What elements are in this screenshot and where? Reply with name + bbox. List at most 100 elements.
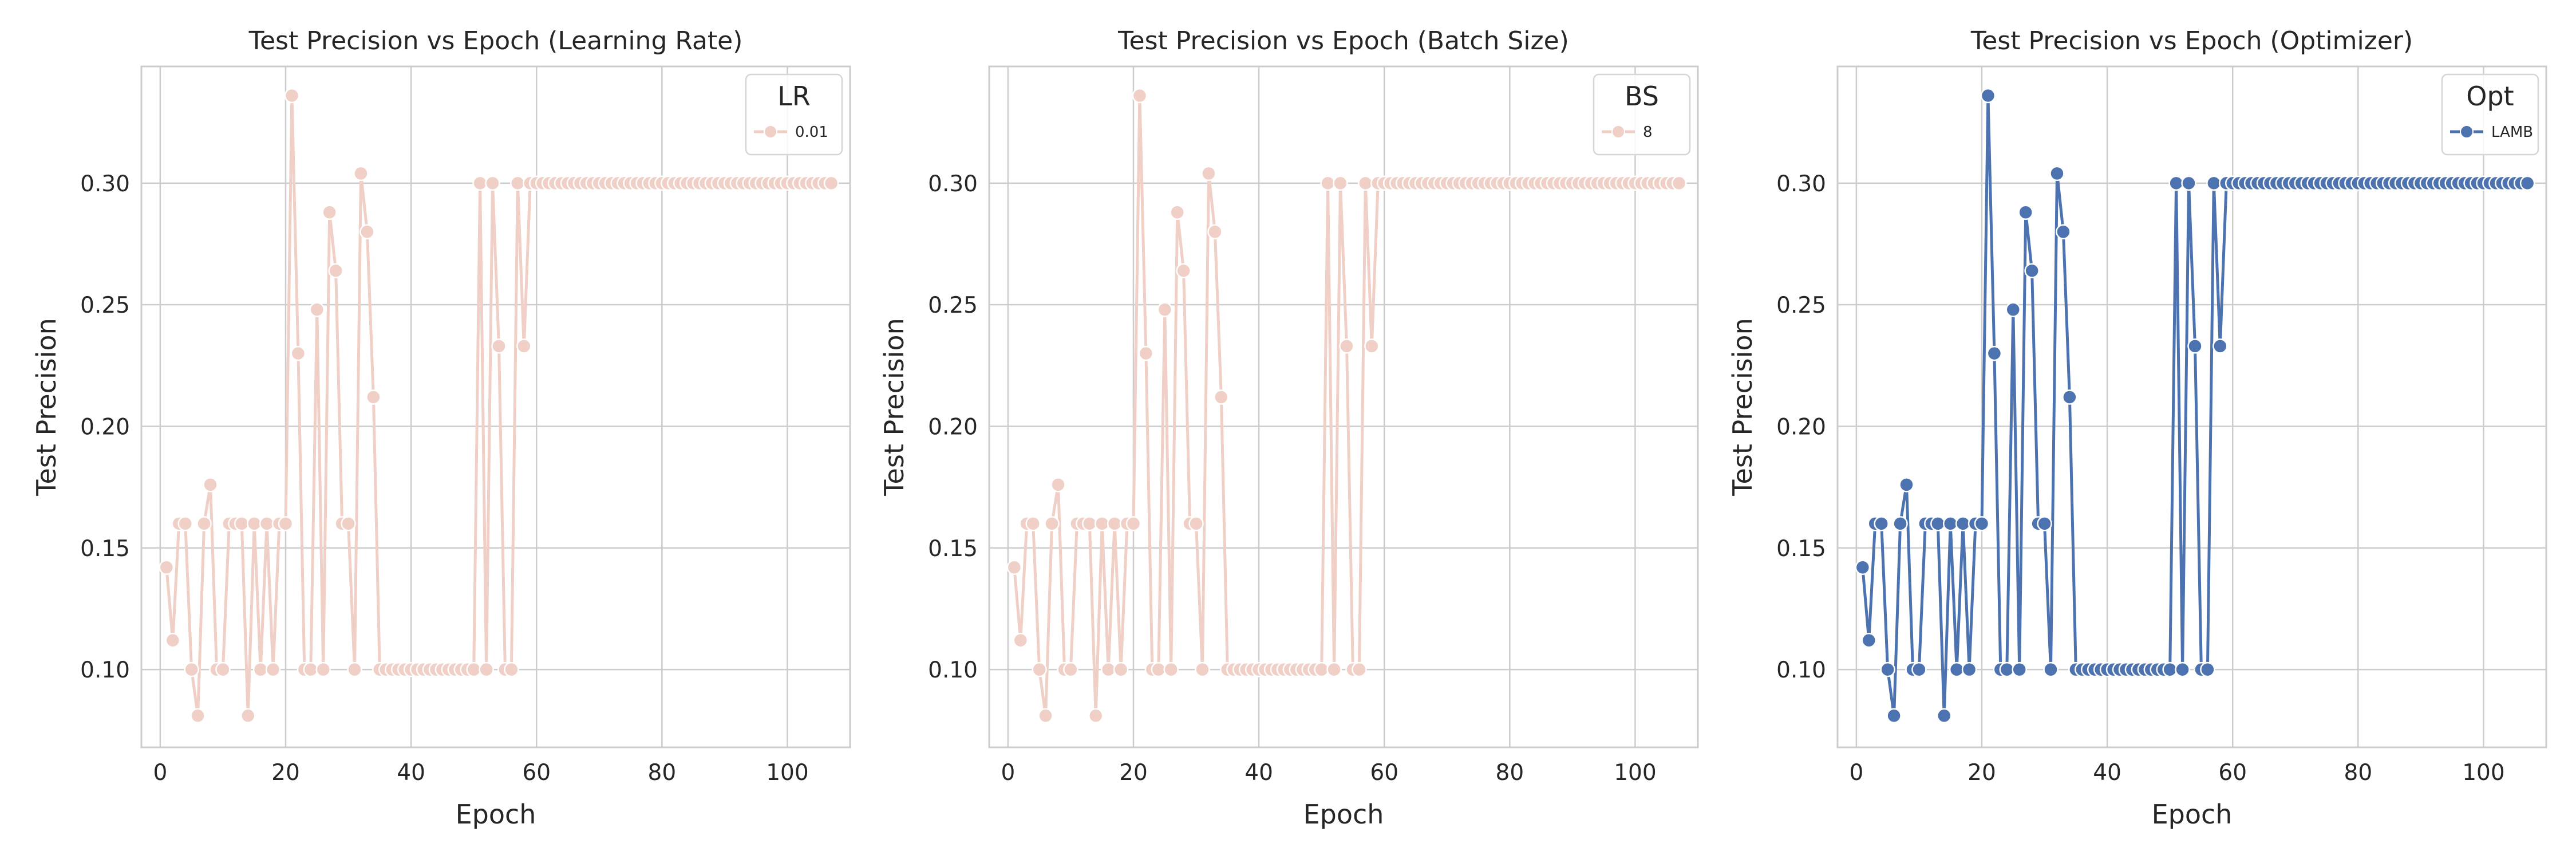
data-point (1327, 663, 1341, 676)
data-point (1931, 517, 1945, 530)
data-point (2056, 225, 2070, 239)
y-tick-label: 0.30 (1776, 171, 1826, 197)
data-point (285, 89, 299, 103)
data-point (1127, 517, 1140, 530)
data-point (1950, 663, 1963, 676)
x-tick-label: 0 (1849, 760, 1863, 786)
x-tick-label: 20 (1119, 760, 1148, 786)
data-point (1158, 303, 1172, 317)
chart-title: Test Precision vs Epoch (Optimizer) (1970, 26, 2413, 56)
data-point (260, 517, 274, 530)
data-point (486, 176, 500, 190)
data-point (480, 663, 493, 676)
data-point (2170, 176, 2183, 190)
y-tick-label: 0.15 (80, 536, 130, 562)
legend-label: 8 (1643, 124, 1653, 141)
y-tick-label: 0.10 (928, 657, 978, 683)
data-point (191, 709, 205, 723)
legend-label: 0.01 (795, 124, 828, 141)
data-point (1190, 517, 1203, 530)
data-point (360, 225, 374, 239)
data-point (504, 663, 518, 676)
plot-area (1838, 66, 2546, 747)
chart-title: Test Precision vs Epoch (Learning Rate) (248, 26, 743, 56)
data-point (235, 517, 248, 530)
chart-panel-2: 0 20 40 60 80 1000.100.150.200.250.30Test Pre… (879, 26, 1698, 830)
data-point (1875, 517, 1888, 530)
data-point (185, 663, 199, 676)
data-point (517, 339, 531, 353)
data-point (347, 663, 361, 676)
x-tick-label: 60 (522, 760, 551, 786)
data-point (329, 264, 343, 278)
data-point (2188, 339, 2202, 353)
x-tick-label: 60 (2218, 760, 2247, 786)
y-tick-label: 0.15 (928, 536, 978, 562)
chart-panel-1: 0 20 40 60 80 100 0.10 0.15 0.20 0.25 0.30 Test Pre… (31, 26, 850, 830)
data-point (366, 391, 380, 404)
data-point (1962, 663, 1976, 676)
y-tick-label: 0.30 (928, 171, 978, 197)
data-point (1856, 561, 1870, 574)
y-axis-label: Test Precision (31, 318, 62, 496)
x-tick-label: 80 (2344, 760, 2373, 786)
legend-marker (2460, 125, 2473, 138)
x-tick-label: 60 (1370, 760, 1398, 786)
data-point (266, 663, 280, 676)
data-point (1943, 517, 1957, 530)
y-tick-label: 0.15 (1776, 536, 1826, 562)
data-point (1881, 663, 1895, 676)
plot-area (141, 66, 850, 747)
data-point (1321, 176, 1335, 190)
data-point (166, 633, 180, 647)
x-tick-label: 40 (2093, 760, 2121, 786)
data-point (2063, 391, 2076, 404)
data-point (2013, 663, 2026, 676)
data-point (2176, 663, 2190, 676)
data-point (2019, 206, 2033, 219)
data-point (1082, 517, 1096, 530)
data-point (1095, 517, 1109, 530)
legend-title: BS (1625, 81, 1659, 112)
data-point (1152, 663, 1165, 676)
legend: Opt LAMB (2442, 74, 2538, 155)
data-point (1981, 89, 1995, 103)
y-tick-label: 0.20 (1776, 414, 1826, 440)
data-point (2006, 303, 2020, 317)
data-point (1014, 633, 1028, 647)
data-point (2163, 663, 2177, 676)
data-point (342, 517, 355, 530)
data-point (2182, 176, 2196, 190)
data-point (1114, 663, 1128, 676)
data-point (2025, 264, 2039, 278)
data-point (2200, 663, 2214, 676)
data-point (1340, 339, 1353, 353)
data-point (1887, 709, 1901, 723)
y-tick-label: 0.25 (928, 293, 978, 318)
chart-title: Test Precision vs Epoch (Batch Size) (1117, 26, 1569, 56)
data-point (354, 167, 368, 180)
data-point (1026, 517, 1040, 530)
data-point (1195, 663, 1209, 676)
data-point (1956, 517, 1970, 530)
data-point (2000, 663, 2014, 676)
legend: BS 8 (1594, 74, 1690, 155)
x-tick-label: 100 (2462, 760, 2504, 786)
x-tick-label: 100 (1614, 760, 1656, 786)
legend-marker (764, 125, 777, 138)
data-point (1214, 391, 1228, 404)
x-tick-label: 100 (766, 760, 808, 786)
data-point (1171, 206, 1184, 219)
data-point (2520, 176, 2534, 190)
y-tick-label: 0.10 (1776, 657, 1826, 683)
data-point (1315, 663, 1329, 676)
data-point (467, 663, 481, 676)
x-tick-label: 0 (1001, 760, 1015, 786)
data-point (1894, 517, 1907, 530)
data-point (1900, 478, 1914, 491)
data-point (1064, 663, 1077, 676)
data-point (1975, 517, 1989, 530)
data-point (317, 663, 330, 676)
x-tick-label: 80 (1496, 760, 1524, 786)
data-point (1208, 225, 1222, 239)
